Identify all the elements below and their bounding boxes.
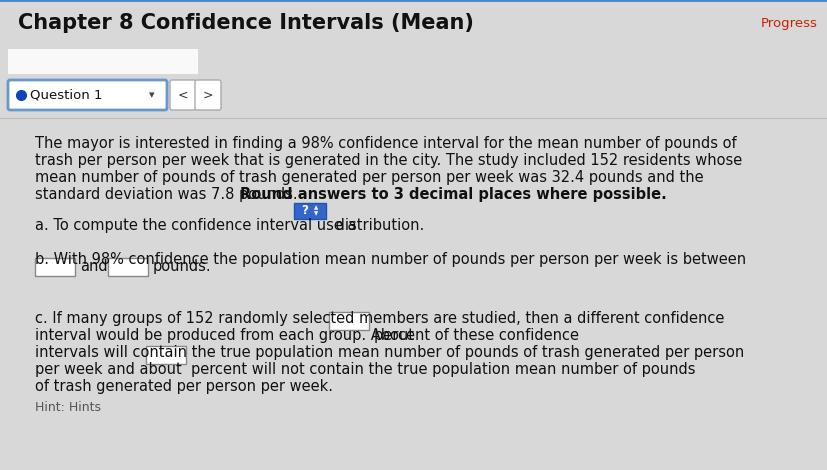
Text: and: and bbox=[80, 259, 108, 274]
FancyBboxPatch shape bbox=[108, 258, 148, 276]
Text: intervals will contain the true population mean number of pounds of trash genera: intervals will contain the true populati… bbox=[35, 345, 743, 360]
Text: c. If many groups of 152 randomly selected members are studied, then a different: c. If many groups of 152 randomly select… bbox=[35, 311, 724, 326]
Text: The mayor is interested in finding a 98% confidence interval for the mean number: The mayor is interested in finding a 98%… bbox=[35, 136, 736, 151]
FancyBboxPatch shape bbox=[328, 312, 369, 330]
FancyBboxPatch shape bbox=[294, 203, 325, 219]
Text: a. To compute the confidence interval use a: a. To compute the confidence interval us… bbox=[35, 218, 356, 233]
Text: ?: ? bbox=[300, 204, 307, 217]
Text: <: < bbox=[178, 88, 188, 102]
Text: mean number of pounds of trash generated per person per week was 32.4 pounds and: mean number of pounds of trash generated… bbox=[35, 170, 703, 185]
FancyBboxPatch shape bbox=[195, 80, 221, 110]
Text: Question 1: Question 1 bbox=[30, 88, 103, 102]
Text: percent of these confidence: percent of these confidence bbox=[374, 328, 578, 343]
Text: ▼: ▼ bbox=[313, 211, 318, 216]
Text: percent will not contain the true population mean number of pounds: percent will not contain the true popula… bbox=[191, 362, 695, 377]
Text: Progress: Progress bbox=[760, 16, 817, 30]
FancyBboxPatch shape bbox=[146, 346, 186, 364]
Text: b. With 98% confidence the population mean number of pounds per person per week : b. With 98% confidence the population me… bbox=[35, 251, 745, 266]
Text: ▾: ▾ bbox=[149, 90, 155, 100]
FancyBboxPatch shape bbox=[35, 258, 75, 276]
FancyBboxPatch shape bbox=[8, 80, 167, 110]
Text: distribution.: distribution. bbox=[330, 218, 423, 233]
Text: of trash generated per person per week.: of trash generated per person per week. bbox=[35, 379, 332, 394]
Text: pounds.: pounds. bbox=[153, 259, 212, 274]
Text: Hint: Hints: Hint: Hints bbox=[35, 401, 101, 414]
FancyBboxPatch shape bbox=[8, 49, 198, 74]
Text: trash per person per week that is generated in the city. The study included 152 : trash per person per week that is genera… bbox=[35, 153, 741, 168]
FancyBboxPatch shape bbox=[170, 80, 196, 110]
Text: interval would be produced from each group. About: interval would be produced from each gro… bbox=[35, 328, 414, 343]
Text: standard deviation was 7.8 pounds.: standard deviation was 7.8 pounds. bbox=[35, 187, 302, 202]
Text: >: > bbox=[203, 88, 213, 102]
Text: ▲: ▲ bbox=[313, 205, 318, 210]
Text: Chapter 8 Confidence Intervals (Mean): Chapter 8 Confidence Intervals (Mean) bbox=[18, 13, 474, 33]
Text: per week and about: per week and about bbox=[35, 362, 182, 377]
Text: Round answers to 3 decimal places where possible.: Round answers to 3 decimal places where … bbox=[240, 187, 666, 202]
